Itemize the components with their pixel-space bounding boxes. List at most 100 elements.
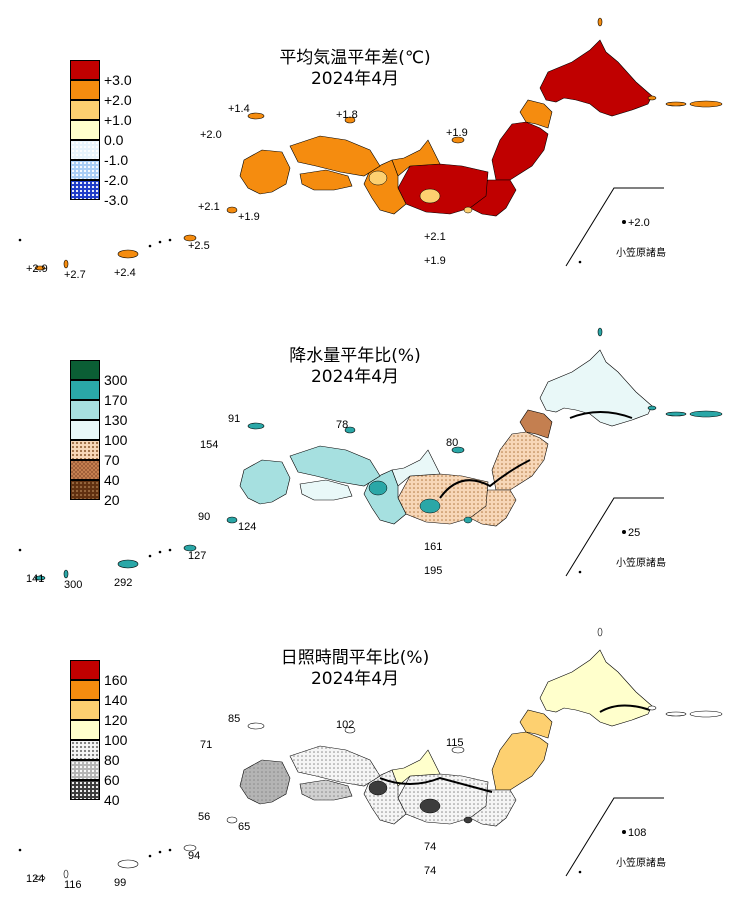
station-value-hachijo: +1.9: [424, 255, 446, 267]
station-value-yaeyama: +2.9: [26, 263, 48, 275]
station-value-izu: 74: [424, 841, 436, 853]
ogasawara-dot: [578, 870, 582, 874]
station-value-okinawa: 99: [114, 877, 126, 889]
sunshine-title: 日照時間平年比(%) 2024年4月: [240, 648, 470, 690]
legend-swatch: [70, 420, 100, 440]
temperature-map: 小笠原諸島 +1.4 +2.0 +1.8 +1.9 +2.1 +1.9 +2.1 +1.9 +2.…: [18, 17, 723, 281]
island: [63, 569, 69, 579]
station-value-izu: +2.1: [424, 231, 446, 243]
legend-label: 160: [104, 672, 128, 688]
legend-label: 140: [104, 692, 128, 708]
station-value-goto: +2.1: [198, 201, 220, 213]
region-hokuriku: [391, 449, 441, 487]
station-value-goto: 56: [198, 811, 210, 823]
station-value-yonaguni: +2.7: [64, 269, 86, 281]
island: [117, 559, 139, 569]
station-value-ogasawara: 108: [628, 827, 646, 839]
station-value-okinawa: +2.4: [114, 267, 136, 279]
island: [689, 710, 723, 718]
island: [647, 95, 657, 101]
sunshine-map: 小笠原諸島857110211556657474124116999485108: [18, 627, 723, 891]
station-value-noto: 78: [336, 419, 348, 431]
island: [34, 875, 46, 881]
station-value-yonaguni: 300: [64, 579, 82, 591]
precipitation-panel: 小笠原諸島91154788090124161195141300292127227…: [0, 310, 750, 610]
precipitation-map: 小笠原諸島91154788090124161195141300292127227…: [18, 327, 723, 591]
contour-blob: [368, 480, 388, 496]
island: [451, 746, 465, 754]
station-value-ogasawara: 25: [628, 527, 640, 539]
legend-label: -2.0: [104, 172, 129, 188]
region-hokkaido: [539, 39, 653, 117]
island: [344, 426, 356, 434]
island: [344, 726, 356, 734]
island-dot: [168, 848, 172, 852]
island: [247, 112, 265, 120]
island: [597, 627, 603, 637]
region-pattern-chugoku: [290, 746, 380, 786]
legend-swatch: [70, 80, 100, 100]
island-dot: [158, 240, 162, 244]
station-value-yaeyama: 124: [26, 873, 44, 885]
region-kyushu: [239, 149, 291, 195]
island-dot: [168, 548, 172, 552]
legend-label: 70: [104, 452, 120, 468]
temperature-panel: 小笠原諸島 +1.4 +2.0 +1.8 +1.9 +2.1 +1.9 +2.1 +1.9 +2.…: [0, 0, 750, 300]
legend-label: 40: [104, 472, 120, 488]
island-dot: [18, 848, 22, 852]
legend-label: +3.0: [104, 72, 132, 88]
legend-swatch: [70, 720, 100, 740]
legend-label: 100: [104, 432, 128, 448]
legend-label: -1.0: [104, 152, 129, 168]
ogasawara-dot: [622, 830, 626, 834]
island: [665, 711, 687, 717]
island: [63, 259, 69, 269]
sunshine-title-line1: 日照時間平年比(%): [280, 648, 430, 668]
contour-blob: [463, 816, 473, 824]
station-value-noto: +1.8: [336, 109, 358, 121]
contour-blob: [463, 516, 473, 524]
region-chugoku: [289, 445, 381, 487]
sunshine-title-line2: 2024年4月: [310, 669, 400, 689]
island-dot: [168, 238, 172, 242]
legend-swatch: [70, 780, 100, 800]
legend-label: 60: [104, 772, 120, 788]
region-pattern-tohoku: [492, 432, 548, 490]
legend-swatch: [70, 400, 100, 420]
island: [226, 516, 238, 524]
island: [665, 101, 687, 107]
legend-swatch: [70, 700, 100, 720]
contour-blob: [419, 798, 441, 814]
legend-swatch: [70, 160, 100, 180]
contour-blob: [463, 206, 473, 214]
legend-label: +2.0: [104, 92, 132, 108]
station-value-okinawa: 292: [114, 577, 132, 589]
legend-label: 40: [104, 792, 120, 808]
legend-label: +1.0: [104, 112, 132, 128]
contour-100-line: [569, 411, 633, 419]
island: [451, 446, 465, 454]
region-hokuriku: [391, 139, 441, 177]
region-pattern-chubu: [398, 474, 488, 524]
region-tohoku_n: [519, 709, 553, 739]
station-value-izu: 161: [424, 541, 442, 553]
legend-label: 300: [104, 372, 128, 388]
island-dot: [18, 238, 22, 242]
legend-label: 80: [104, 752, 120, 768]
ogasawara-dot: [578, 260, 582, 264]
island: [63, 869, 69, 879]
region-shikoku: [299, 479, 353, 501]
legend-swatch: [70, 360, 100, 380]
station-value-yonaguni: 116: [64, 879, 82, 891]
station-value-tsushima: 154: [200, 439, 218, 451]
island: [597, 17, 603, 27]
station-value-tsushima: 71: [200, 739, 212, 751]
island: [117, 859, 139, 869]
station-value-amami: +2.5: [188, 240, 210, 252]
station-value-goto: 90: [198, 511, 210, 523]
station-value-sendai_coast: 115: [446, 737, 464, 749]
legend-label: 100: [104, 732, 128, 748]
sunshine-panel: 小笠原諸島857110211556657474124116999485108 日…: [0, 610, 750, 910]
ogasawara-inset-border: [565, 497, 664, 577]
island: [183, 544, 197, 552]
